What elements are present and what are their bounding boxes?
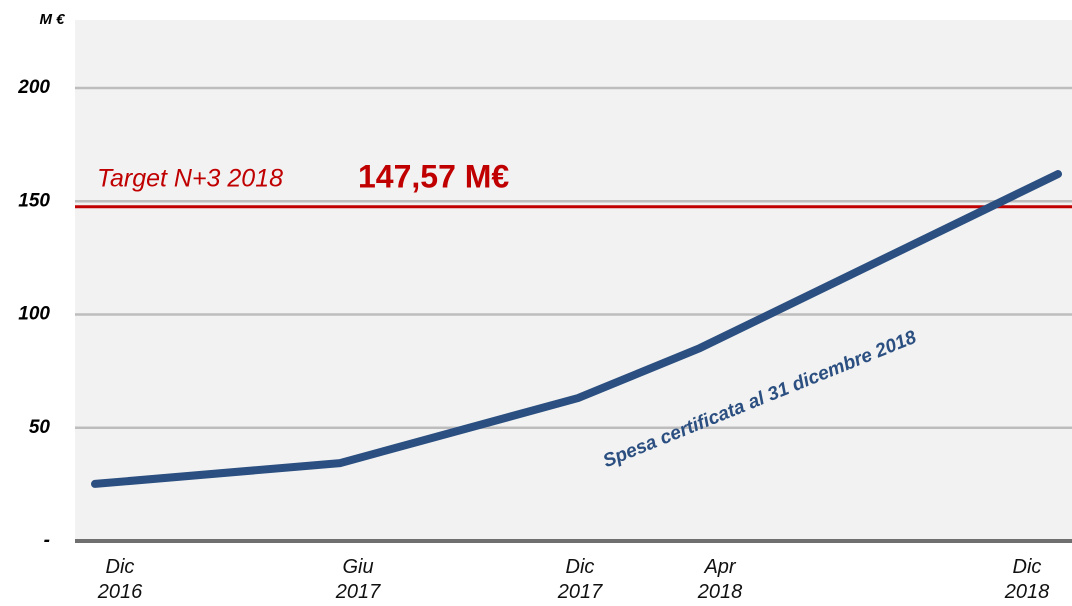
plot-area — [75, 20, 1072, 542]
data-line — [91, 170, 1062, 488]
y-axis-label: M € — [39, 11, 65, 28]
y-tick-label: 200 — [17, 77, 50, 98]
y-tick-label: - — [44, 530, 50, 551]
x-tick-label: Apr 2018 — [697, 556, 743, 603]
y-tick-label: 100 — [18, 304, 50, 325]
x-tick-label: Dic 2016 — [97, 556, 143, 603]
y-tick-label: 150 — [18, 190, 50, 211]
x-tick-label: Dic 2017 — [557, 556, 603, 603]
target-label: Target N+3 2018 — [97, 165, 283, 193]
y-tick-label: 50 — [29, 417, 51, 438]
target-value-label: 147,57 M€ — [358, 158, 509, 194]
x-tick-label: Dic 2018 — [1004, 556, 1050, 603]
x-tick-label: Giu 2017 — [335, 556, 381, 603]
